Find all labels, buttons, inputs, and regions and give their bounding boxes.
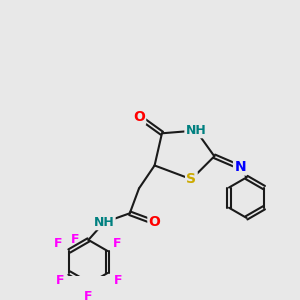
Text: F: F xyxy=(114,274,123,287)
Text: NH: NH xyxy=(186,124,206,137)
Text: F: F xyxy=(112,237,121,250)
Text: S: S xyxy=(186,172,197,186)
Text: F: F xyxy=(54,237,62,250)
Text: O: O xyxy=(133,110,145,124)
Text: F: F xyxy=(84,290,93,300)
Text: F: F xyxy=(56,274,64,287)
Text: O: O xyxy=(149,215,161,230)
Text: F: F xyxy=(71,233,80,246)
Text: NH: NH xyxy=(94,216,114,229)
Text: N: N xyxy=(234,160,246,174)
